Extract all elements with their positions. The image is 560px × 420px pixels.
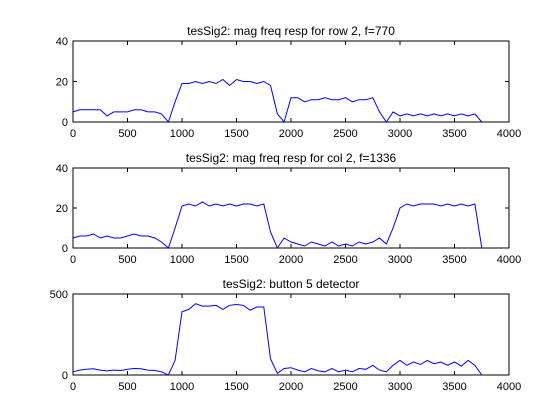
x-tick-label: 1000 [170,128,194,140]
x-tick-label: 2000 [279,254,303,266]
y-tick-label: 500 [50,289,68,301]
axes-frame [72,167,510,249]
subplot-3: 0 500 1000 1500 2000 2500 3000 3500 4000 0 500 tesS… [50,277,522,393]
x-tick-label: 2000 [279,381,303,393]
x-tick-label: 3000 [388,381,412,393]
x-tick-label: 2500 [333,254,357,266]
y-tick-label: 0 [62,117,68,129]
series-line [72,201,483,250]
x-tick-label: 3500 [442,381,466,393]
x-tick-label: 1500 [224,254,248,266]
x-tick-label: 0 [70,128,76,140]
axes-frame [72,40,510,123]
x-tick-label: 3000 [388,254,412,266]
chart-title: tesSig2: mag freq resp for col 2, f=1336 [186,151,397,165]
x-tick-label: 4000 [497,128,521,140]
x-tick-label: 3500 [442,128,466,140]
x-tick-label: 2500 [333,128,357,140]
x-tick-label: 0 [70,254,76,266]
x-tick-label: 1500 [224,128,248,140]
subplot-1: 0 500 1000 1500 2000 2500 3000 3500 4000 0 20 40 tes… [56,24,521,140]
x-tick-label: 500 [118,381,136,393]
x-tick-label: 3000 [388,128,412,140]
x-tick-label: 3500 [442,254,466,266]
x-tick-label: 1000 [170,254,194,266]
x-tick-label: 1000 [170,381,194,393]
y-tick-label: 20 [56,203,68,215]
x-tick-label: 2000 [279,128,303,140]
x-tick-label: 2500 [333,381,357,393]
y-tick-label: 40 [56,163,68,175]
series-line [72,303,483,376]
axes-frame [72,293,510,376]
series-line [72,78,483,124]
y-tick-label: 40 [56,36,68,48]
x-tick-label: 4000 [497,254,521,266]
subplot-2: 0 500 1000 1500 2000 2500 3000 3500 4000 0 20 40 tes… [56,151,521,266]
x-tick-label: 4000 [497,381,521,393]
chart-title: tesSig2: mag freq resp for row 2, f=770 [187,24,395,38]
x-tick-label: 500 [118,128,136,140]
y-tick-label: 20 [56,77,68,89]
x-tick-label: 1500 [224,381,248,393]
chart-title: tesSig2: button 5 detector [223,277,360,291]
y-tick-label: 0 [62,370,68,382]
x-tick-label: 0 [70,381,76,393]
y-tick-label: 0 [62,243,68,255]
x-tick-label: 500 [118,254,136,266]
